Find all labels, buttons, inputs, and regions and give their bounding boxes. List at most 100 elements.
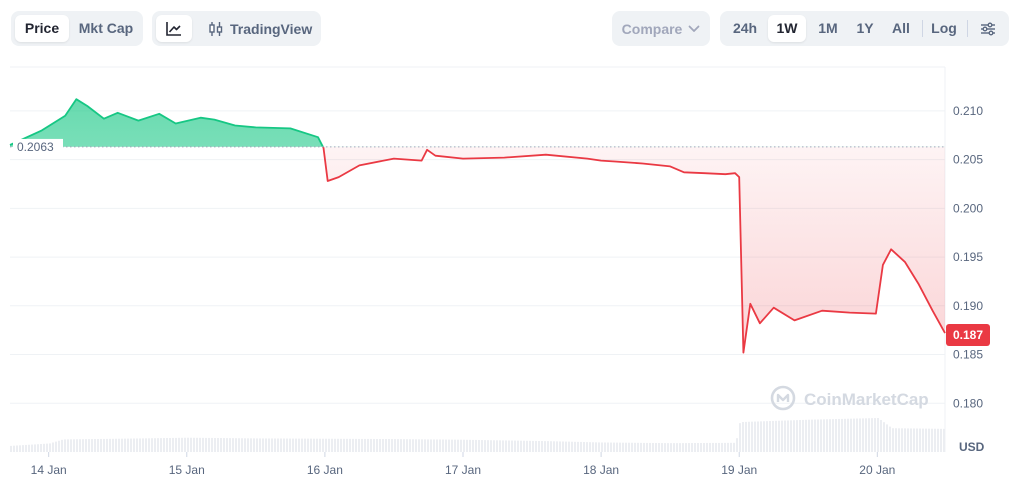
volume-bar [694,443,696,452]
volume-bar [265,438,267,452]
volume-bar [10,445,12,452]
x-tick-label: 16 Jan [307,463,343,477]
y-tick-label: 0.195 [953,250,983,264]
volume-bar [640,442,642,452]
volume-bar [394,439,396,452]
y-axis: 0.210 0.205 0.200 0.195 0.190 0.185 0.180 USD [953,104,985,454]
volume-bar [580,441,582,452]
volume-bar [244,438,246,452]
volume-bar [787,420,789,452]
volume-bar [646,442,648,452]
volume-bar [601,442,603,452]
volume-bar [13,445,15,452]
volume-bar [901,428,903,452]
range-24h-button[interactable]: 24h [732,20,758,36]
volume-bar [307,438,309,452]
volume-bar [649,442,651,452]
volume-bar [736,438,738,452]
volume-bar [523,440,525,452]
compare-dropdown[interactable]: Compare [612,11,710,46]
volume-bar [802,419,804,452]
volume-bar [34,444,36,452]
volume-bar [586,442,588,452]
volume-bar [280,438,282,452]
volume-bar [262,438,264,452]
range-toggle: 24h 1W 1M 1Y All Log [720,11,1009,46]
volume-bar [868,418,870,452]
volume-bar [313,438,315,452]
range-all-button[interactable]: All [892,20,910,36]
volume-bar [370,438,372,452]
volume-bar [289,438,291,452]
volume-bar [499,440,501,452]
volume-bar [241,438,243,452]
tradingview-button[interactable]: TradingView [202,15,322,42]
x-tick-label: 20 Jan [859,463,895,477]
x-tick-label: 14 Jan [31,463,67,477]
chart-settings-button[interactable] [972,15,1004,42]
volume-bar [874,418,876,452]
volume-bar [835,419,837,452]
volume-bar [175,437,177,452]
volume-bar [532,440,534,452]
volume-bar [250,438,252,452]
volume-bar [199,437,201,452]
volume-bar [823,419,825,452]
log-scale-button[interactable]: Log [931,20,957,36]
mktcap-tab[interactable]: Mkt Cap [78,20,134,36]
y-tick-label: 0.180 [953,396,983,410]
y-tick-label: 0.190 [953,299,983,313]
volume-bar [784,420,786,452]
volume-bar [100,438,102,452]
volume-bar [298,438,300,452]
x-tick-label: 15 Jan [169,463,205,477]
volume-bar [907,428,909,452]
volume-bar [319,438,321,452]
volume-bar [916,428,918,452]
volume-bar [814,419,816,452]
volume-bar [274,438,276,452]
volume-bar [664,443,666,452]
volume-bar [940,428,942,452]
volume-bar [928,428,930,452]
volume-bar [775,420,777,452]
volume-bar [559,441,561,452]
range-1w-button[interactable]: 1W [768,15,806,42]
gain-area [10,99,945,147]
volume-bar [277,438,279,452]
volume-bar [61,439,63,452]
tradingview-label: TradingView [230,20,313,37]
volume-bar [22,445,24,452]
volume-bar [520,440,522,452]
volume-bar [253,438,255,452]
volume-bar [67,439,69,452]
volume-bar [238,438,240,452]
range-1y-button[interactable]: 1Y [856,20,874,36]
volume-bar [400,439,402,452]
volume-bar [85,439,87,452]
volume-bar [469,439,471,452]
volume-bar [811,419,813,452]
volume-bar [463,439,465,452]
baseline-label-bg [13,138,63,155]
volume-bar [934,428,936,452]
volume-bar [622,442,624,452]
volume-bar [745,421,747,452]
chevron-down-icon [688,25,700,32]
range-1m-button[interactable]: 1M [818,20,838,36]
line-chart-button[interactable] [156,15,192,42]
volume-bar [571,441,573,452]
volume-bar [922,428,924,452]
volume-bar [412,439,414,452]
x-axis: 14 Jan 15 Jan 16 Jan 17 Jan 18 Jan 19 Jan 20 J… [31,452,895,477]
chart-toolbar: Price Mkt Cap TradingView Compare 24h [0,0,1012,60]
price-tab[interactable]: Price [15,15,69,42]
volume-bar [595,442,597,452]
volume-bars [10,418,945,452]
volume-bar [346,438,348,452]
volume-bar [109,438,111,452]
volume-bar [118,438,120,452]
volume-bar [424,439,426,452]
volume-bar [799,420,801,452]
volume-bar [706,442,708,452]
